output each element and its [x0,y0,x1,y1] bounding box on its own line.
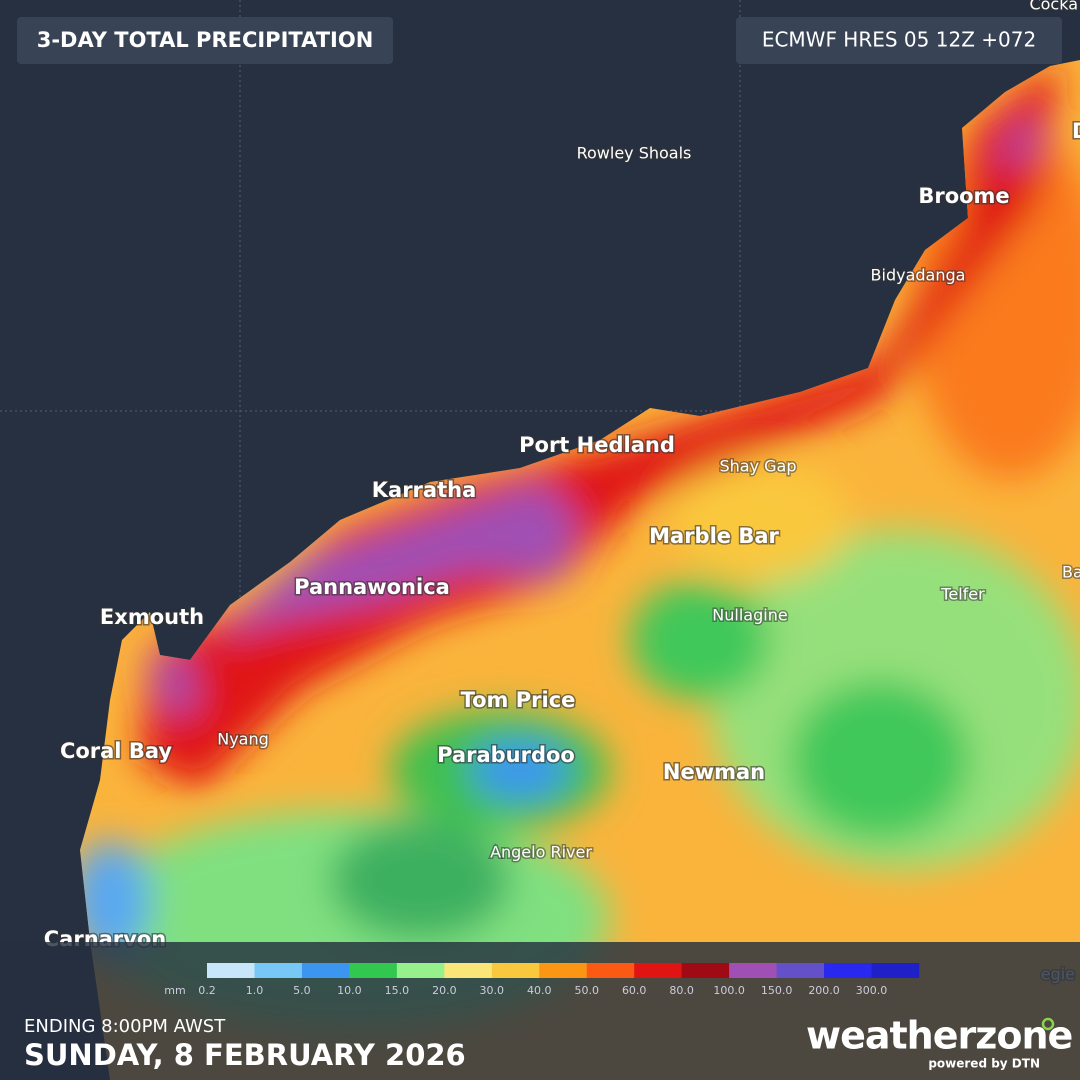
place-label: Karratha [372,478,477,502]
legend-swatch [444,963,493,978]
model: ECMWF HRES 05 12Z +072 [762,28,1036,52]
legend-label: 100.0 [713,984,745,997]
place-label: Broome [918,184,1009,208]
place-label: Bidyadanga [871,266,966,285]
place-label: Marble Bar [649,524,779,548]
logo: weatherzone [806,1014,1072,1058]
date: SUNDAY, 8 FEBRUARY 2026 [24,1038,466,1072]
place-label: Paraburdoo [437,743,575,767]
legend-label: 300.0 [856,984,888,997]
place-label: Shay Gap [719,457,796,476]
place-label: D [1072,119,1080,143]
legend-label: 15.0 [385,984,410,997]
legend-label: 80.0 [669,984,694,997]
title: 3-DAY TOTAL PRECIPITATION [37,28,374,52]
place-label: Tom Price [461,688,576,712]
place-label: Ba [1062,563,1080,582]
legend-swatch [634,963,682,978]
tagline: powered by DTN [928,1057,1040,1071]
legend-swatch [729,963,777,978]
ending: ENDING 8:00PM AWST [24,1016,226,1037]
legend-label: 150.0 [761,984,793,997]
legend-swatch [254,963,303,978]
legend-swatch [539,963,588,978]
legend-label: 40.0 [527,984,552,997]
legend-swatch [396,963,445,978]
legend-swatch [586,963,635,978]
place-label: Port Hedland [519,433,675,457]
legend-swatch [349,963,398,978]
legend-label: 20.0 [432,984,457,997]
legend-label: 5.0 [293,984,311,997]
place-label: Pannawonica [294,575,450,599]
place-label: Coral Bay [60,739,172,763]
legend-swatch [301,963,350,978]
legend-label: 200.0 [808,984,840,997]
place-label: Nullagine [712,606,787,625]
place-label: Newman [663,760,765,784]
legend-swatch [871,963,920,978]
legend-label: 0.2 [198,984,216,997]
legend-swatch [681,963,730,978]
legend-label: 50.0 [574,984,599,997]
legend-label: 10.0 [337,984,362,997]
legend-swatch [207,963,255,978]
place-label: Cocka [1029,0,1078,14]
title-box [17,17,393,64]
legend-label: 1.0 [246,984,264,997]
legend-swatch [824,963,872,978]
place-label: Angelo River [490,843,592,862]
logo-dot [1041,1017,1055,1031]
place-label: Nyang [217,730,269,749]
place-label: Exmouth [100,605,204,629]
legend-swatch [491,963,540,978]
legend-label: 60.0 [622,984,647,997]
model-box [736,17,1062,64]
place-label: Telfer [940,585,985,604]
place-label: Rowley Shoals [577,144,692,163]
legend-unit: mm [164,984,185,997]
legend-swatch [776,963,825,978]
legend-label: 30.0 [480,984,505,997]
